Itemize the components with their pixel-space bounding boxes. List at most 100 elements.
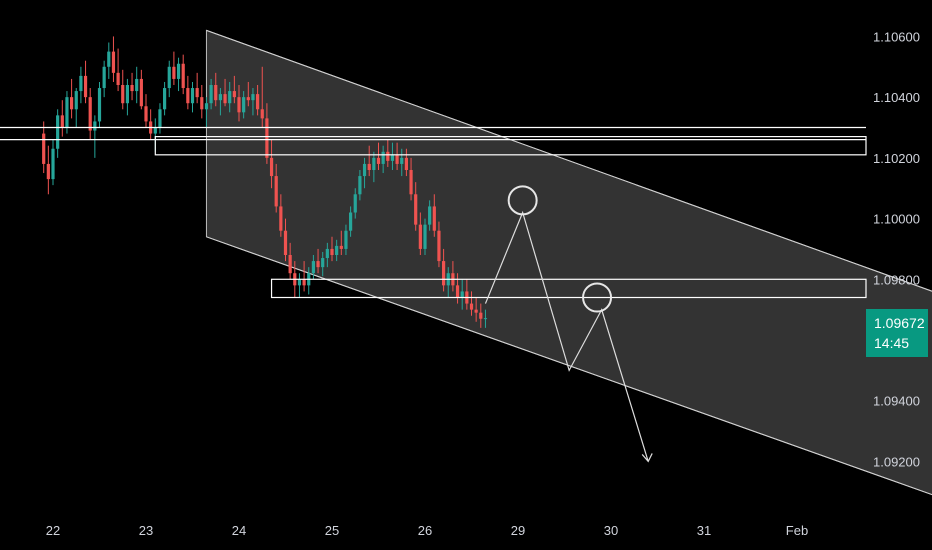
candle bbox=[163, 81, 167, 116]
candle-body bbox=[200, 97, 204, 110]
candle bbox=[367, 145, 371, 177]
time-tick-label: 29 bbox=[511, 523, 525, 538]
candle-body bbox=[176, 63, 181, 79]
candle bbox=[423, 218, 427, 255]
candle-body bbox=[60, 115, 64, 128]
candle-body bbox=[130, 85, 134, 92]
candle-body bbox=[316, 261, 320, 268]
current-price-badge: 1.09672 14:45 bbox=[866, 309, 928, 357]
candle bbox=[186, 75, 190, 110]
candle bbox=[88, 88, 92, 140]
candle-body bbox=[297, 279, 302, 286]
candle bbox=[311, 255, 315, 280]
time-tick-label: 31 bbox=[697, 523, 711, 538]
candle bbox=[209, 78, 213, 110]
candle-body bbox=[242, 97, 246, 113]
candle bbox=[125, 78, 129, 116]
candle-body bbox=[204, 103, 209, 110]
candle bbox=[158, 103, 162, 134]
candle-body bbox=[437, 230, 441, 262]
candle bbox=[265, 103, 269, 164]
candle bbox=[111, 36, 116, 82]
current-price-value: 1.09672 bbox=[874, 315, 925, 331]
candle-body bbox=[172, 66, 176, 79]
candle-body bbox=[428, 206, 432, 225]
candle-body bbox=[260, 109, 264, 119]
candle bbox=[428, 200, 432, 231]
candle bbox=[246, 81, 250, 107]
candle bbox=[302, 261, 306, 292]
candle-body bbox=[251, 94, 255, 101]
candle-body bbox=[469, 303, 474, 310]
candle-body bbox=[153, 127, 157, 134]
candle-body bbox=[107, 51, 111, 67]
target-circle bbox=[582, 282, 613, 313]
candle-body bbox=[288, 255, 292, 274]
candle-body bbox=[237, 97, 241, 113]
candle-body bbox=[79, 75, 83, 92]
candle-body bbox=[279, 206, 283, 231]
candle-body bbox=[181, 63, 185, 89]
candle-body bbox=[167, 66, 171, 89]
candle-body bbox=[111, 51, 116, 73]
candle-body bbox=[223, 94, 227, 104]
candle-body bbox=[218, 94, 222, 101]
candle-body bbox=[186, 88, 190, 104]
candle-body bbox=[395, 154, 399, 164]
candle bbox=[121, 69, 125, 110]
candle bbox=[376, 142, 381, 170]
candle bbox=[297, 273, 302, 298]
candle bbox=[274, 163, 278, 213]
projection-path bbox=[484, 210, 649, 462]
time-tick-label: Feb bbox=[786, 523, 808, 538]
candle bbox=[283, 218, 288, 262]
candle-body bbox=[265, 118, 269, 158]
candle-body bbox=[367, 163, 371, 170]
candle bbox=[386, 139, 390, 167]
candle-body bbox=[158, 109, 162, 128]
candle bbox=[372, 151, 376, 183]
candle-body bbox=[358, 176, 362, 195]
candle bbox=[335, 239, 339, 262]
candle-body bbox=[483, 318, 488, 320]
candle-body bbox=[93, 121, 97, 131]
candle bbox=[51, 139, 55, 186]
candle-body bbox=[386, 151, 390, 161]
candle bbox=[46, 145, 50, 195]
candle bbox=[442, 248, 446, 292]
candle-body bbox=[442, 261, 446, 286]
candle-body bbox=[460, 291, 464, 298]
target-circle bbox=[507, 185, 538, 216]
candles-layer bbox=[42, 36, 488, 328]
candle bbox=[404, 148, 408, 177]
price-axis[interactable]: 1.10600 1.10400 1.10200 1.10000 1.09800 1.094… bbox=[873, 29, 920, 469]
countdown-timer: 14:45 bbox=[874, 335, 910, 351]
candle-body bbox=[274, 176, 278, 207]
zone-rectangle bbox=[154, 136, 867, 156]
candle-body bbox=[400, 157, 404, 164]
candle bbox=[83, 60, 88, 104]
candle-body bbox=[432, 206, 436, 231]
candle bbox=[79, 66, 83, 104]
time-axis[interactable]: 22 23 24 25 26 29 30 31 Feb bbox=[46, 523, 808, 538]
candle bbox=[381, 145, 385, 174]
candle-body bbox=[376, 157, 381, 164]
candle-body bbox=[42, 133, 46, 164]
candle-body bbox=[390, 154, 395, 161]
candle bbox=[400, 148, 404, 177]
lines-layer bbox=[0, 126, 867, 299]
candle bbox=[107, 42, 111, 79]
candle-body bbox=[418, 224, 422, 249]
candle-body bbox=[232, 91, 236, 98]
projection-layer bbox=[484, 185, 653, 463]
candle bbox=[70, 78, 74, 119]
candle bbox=[469, 291, 474, 316]
candle bbox=[56, 109, 60, 158]
candle bbox=[74, 88, 78, 128]
candle bbox=[349, 206, 353, 237]
price-tick-label: 1.10000 bbox=[873, 212, 920, 227]
candle bbox=[390, 142, 395, 170]
candle bbox=[321, 251, 325, 277]
